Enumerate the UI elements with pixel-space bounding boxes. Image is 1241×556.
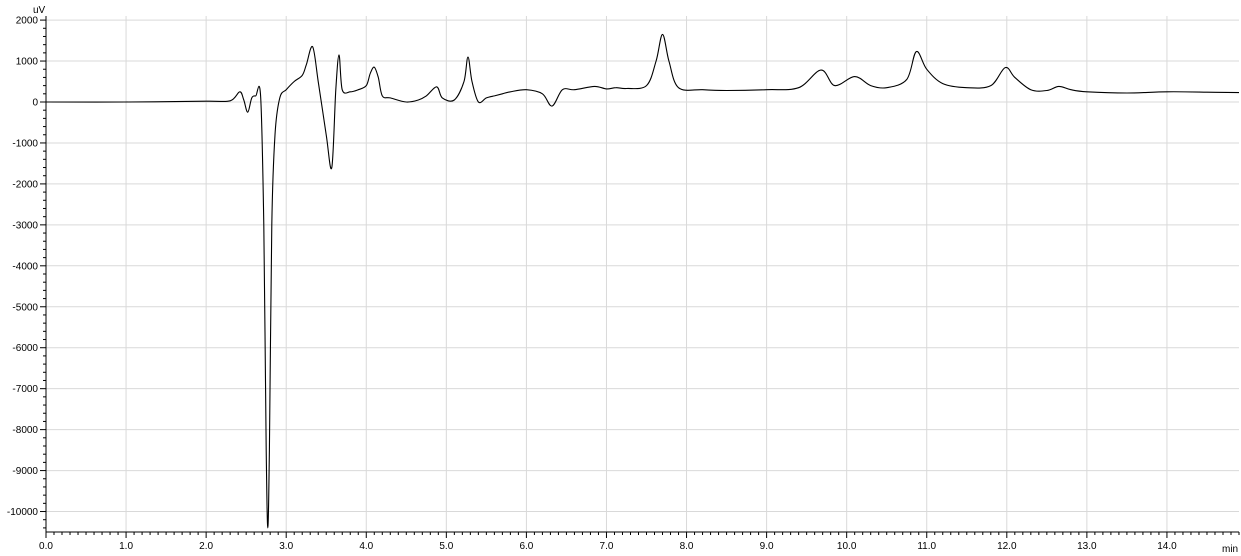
y-tick-label: -3000 (12, 220, 38, 231)
tick-labels: 0.0 1.0 2.0 3.0 4.0 5.0 6.0 7.0 8.0 9.0 10.0 11.0 12… (7, 16, 1177, 552)
x-tick-label: 8.0 (680, 541, 694, 552)
x-tick-label: 4.0 (359, 541, 373, 552)
y-tick-label: 1000 (16, 57, 39, 68)
axes (40, 16, 1240, 538)
y-tick-label: -8000 (12, 425, 38, 436)
x-tick-label: 12.0 (997, 541, 1017, 552)
gridlines (46, 16, 1239, 532)
y-tick-label: -1000 (12, 138, 38, 149)
y-tick-label: -7000 (12, 384, 38, 395)
y-tick-label: -5000 (12, 302, 38, 313)
y-unit-label: uV (33, 5, 46, 16)
y-tick-label: -10000 (7, 507, 39, 518)
x-tick-label: 6.0 (519, 541, 533, 552)
x-tick-label: 1.0 (119, 541, 133, 552)
x-tick-label: 0.0 (39, 541, 53, 552)
y-tick-label: 2000 (16, 16, 39, 27)
x-unit-label: min (1222, 544, 1238, 555)
x-tick-label: 13.0 (1077, 541, 1097, 552)
x-tick-label: 3.0 (279, 541, 293, 552)
series-group (45, 33, 1240, 529)
x-tick-label: 5.0 (439, 541, 453, 552)
y-tick-label: -9000 (12, 466, 38, 477)
x-tick-label: 11.0 (917, 541, 936, 552)
signal-trace (45, 33, 1240, 529)
x-tick-label: 14.0 (1157, 541, 1177, 552)
y-tick-label: -4000 (12, 261, 38, 272)
y-tick-label: -2000 (12, 179, 38, 190)
x-tick-label: 10.0 (837, 541, 857, 552)
x-tick-label: 7.0 (600, 541, 614, 552)
y-tick-label: 0 (32, 98, 38, 109)
y-tick-label: -6000 (12, 343, 38, 354)
x-tick-label: 9.0 (760, 541, 774, 552)
x-tick-label: 2.0 (199, 541, 213, 552)
